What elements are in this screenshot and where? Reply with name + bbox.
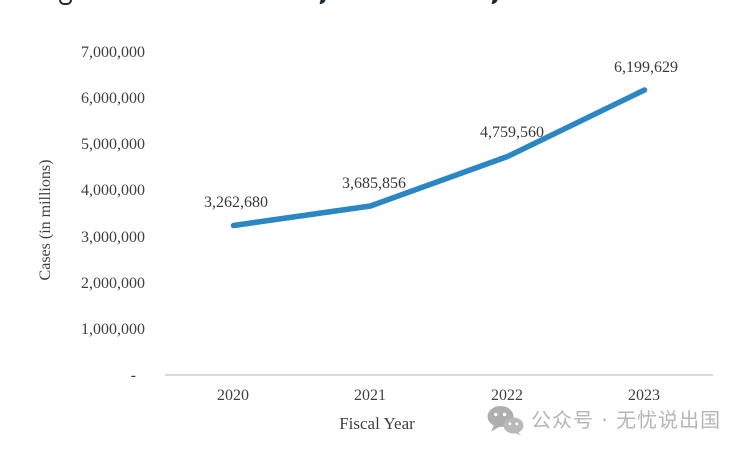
y-tick-label-zero: -	[130, 367, 136, 384]
cases-line-path	[230, 87, 648, 229]
data-label-2022: 4,759,560	[480, 124, 544, 141]
data-label-2023: 6,199,629	[614, 59, 678, 76]
y-tick-label: 3,000,000	[81, 229, 145, 246]
data-label-2021: 3,685,856	[342, 175, 406, 192]
watermark-text: 公众号 · 无忧说出国	[531, 408, 722, 432]
y-tick-label: 5,000,000	[81, 136, 145, 153]
y-tick-label: 1,000,000	[81, 321, 145, 338]
cropped-title-fragment	[59, 0, 72, 5]
y-tick-label: 2,000,000	[81, 275, 145, 292]
x-tick-label: 2023	[628, 387, 660, 404]
y-tick-label: 7,000,000	[81, 44, 145, 61]
x-axis-title: Fiscal Year	[339, 414, 415, 433]
y-tick-label: 4,000,000	[81, 182, 145, 199]
data-label-2020: 3,262,680	[204, 194, 268, 211]
x-tick-label: 2022	[491, 387, 523, 404]
x-axis-line	[165, 374, 713, 376]
x-tick-label: 2020	[217, 387, 249, 404]
y-tick-label: 6,000,000	[81, 90, 145, 107]
x-tick-label: 2021	[354, 387, 386, 404]
wechat-icon	[487, 405, 524, 435]
watermark: 公众号 · 无忧说出国	[487, 404, 721, 436]
